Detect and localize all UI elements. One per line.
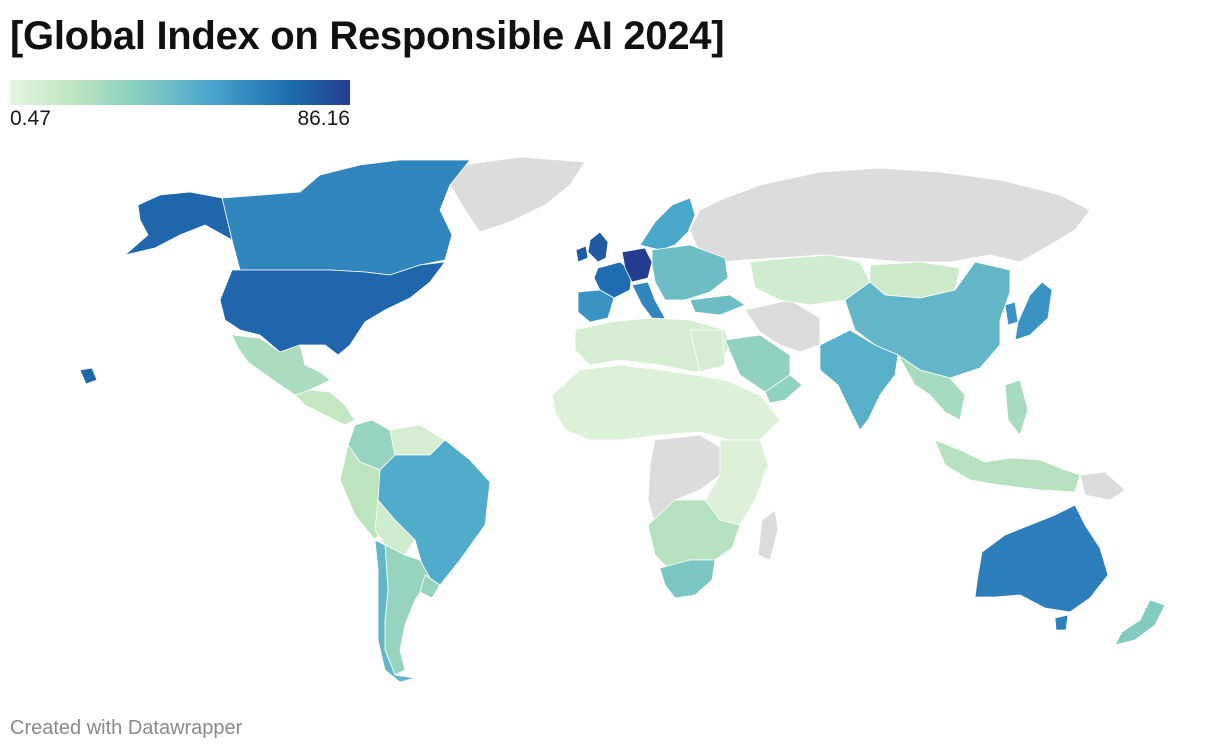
region-iran-afghanistan[interactable] bbox=[744, 299, 821, 353]
region-india[interactable] bbox=[819, 329, 899, 431]
region-egypt[interactable] bbox=[689, 329, 726, 373]
region-madagascar[interactable] bbox=[757, 509, 779, 561]
region-turkey[interactable] bbox=[689, 294, 746, 316]
region-united-states[interactable] bbox=[219, 261, 446, 356]
region-philippines[interactable] bbox=[1004, 379, 1029, 436]
region-central-america[interactable] bbox=[294, 389, 356, 426]
region-papua-new-guinea[interactable] bbox=[1079, 471, 1126, 501]
region-ireland[interactable] bbox=[575, 245, 589, 263]
region-southeast-asia[interactable] bbox=[897, 354, 966, 421]
region-russia[interactable] bbox=[689, 167, 1091, 263]
region-new-zealand[interactable] bbox=[1114, 599, 1166, 646]
region-italy[interactable] bbox=[631, 281, 666, 323]
region-southern-africa[interactable] bbox=[647, 499, 741, 569]
region-germany[interactable] bbox=[621, 247, 653, 283]
region-greenland[interactable] bbox=[439, 156, 586, 233]
region-eastern-europe[interactable] bbox=[651, 244, 729, 301]
region-korea[interactable] bbox=[1004, 301, 1019, 326]
region-yemen-oman[interactable] bbox=[764, 374, 803, 404]
region-united-kingdom[interactable] bbox=[587, 231, 609, 263]
world-map bbox=[79, 156, 1166, 683]
region-tasmania[interactable] bbox=[1054, 614, 1069, 631]
legend-min-label: 0.47 bbox=[10, 107, 51, 130]
region-nordics[interactable] bbox=[639, 197, 696, 251]
legend-labels: 0.47 86.16 bbox=[10, 105, 350, 131]
color-legend: 0.47 86.16 bbox=[10, 80, 350, 131]
region-central-africa[interactable] bbox=[647, 434, 726, 526]
region-canada[interactable] bbox=[221, 159, 471, 276]
region-chile[interactable] bbox=[374, 539, 416, 683]
region-australia[interactable] bbox=[974, 504, 1109, 613]
legend-gradient-bar bbox=[10, 80, 350, 105]
region-mexico[interactable] bbox=[231, 334, 331, 396]
region-alaska[interactable] bbox=[124, 191, 233, 256]
region-france[interactable] bbox=[593, 261, 633, 299]
region-hawaii[interactable] bbox=[79, 367, 98, 385]
footer-credit: Created with Datawrapper bbox=[10, 717, 243, 739]
legend-max-label: 86.16 bbox=[297, 107, 350, 130]
region-spain[interactable] bbox=[577, 289, 615, 323]
region-japan[interactable] bbox=[1014, 281, 1053, 341]
chart-title: [Global Index on Responsible AI 2024] bbox=[10, 14, 725, 58]
region-south-africa[interactable] bbox=[659, 559, 716, 599]
region-uruguay[interactable] bbox=[419, 574, 441, 599]
region-indonesia[interactable] bbox=[934, 439, 1081, 493]
